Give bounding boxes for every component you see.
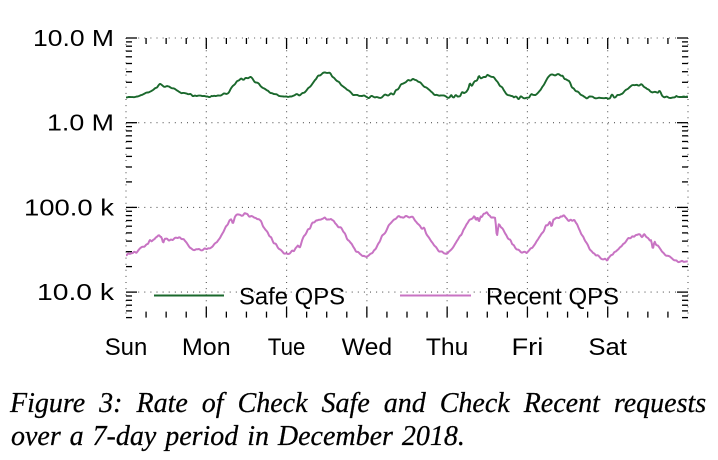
svg-text:Sat: Sat xyxy=(588,334,627,361)
svg-text:over a 7-day period in Decembe: over a 7-day period in December 2018. xyxy=(11,421,465,452)
svg-text:Sun: Sun xyxy=(105,334,148,361)
svg-text:Tue: Tue xyxy=(268,334,306,361)
svg-text:Wed: Wed xyxy=(342,334,393,361)
svg-text:Thu: Thu xyxy=(426,334,469,361)
svg-text:10.0 k: 10.0 k xyxy=(37,279,115,305)
svg-text:1.0 M: 1.0 M xyxy=(47,110,114,136)
svg-text:Recent QPS: Recent QPS xyxy=(486,284,619,311)
svg-text:Safe QPS: Safe QPS xyxy=(239,284,345,311)
svg-text:100.0 k: 100.0 k xyxy=(24,194,115,220)
svg-text:Figure 3: Rate of Check Safe a: Figure 3: Rate of Check Safe and Check R… xyxy=(9,388,706,419)
svg-text:Fri: Fri xyxy=(512,334,544,361)
svg-text:Mon: Mon xyxy=(182,334,231,361)
svg-text:10.0 M: 10.0 M xyxy=(33,25,114,51)
